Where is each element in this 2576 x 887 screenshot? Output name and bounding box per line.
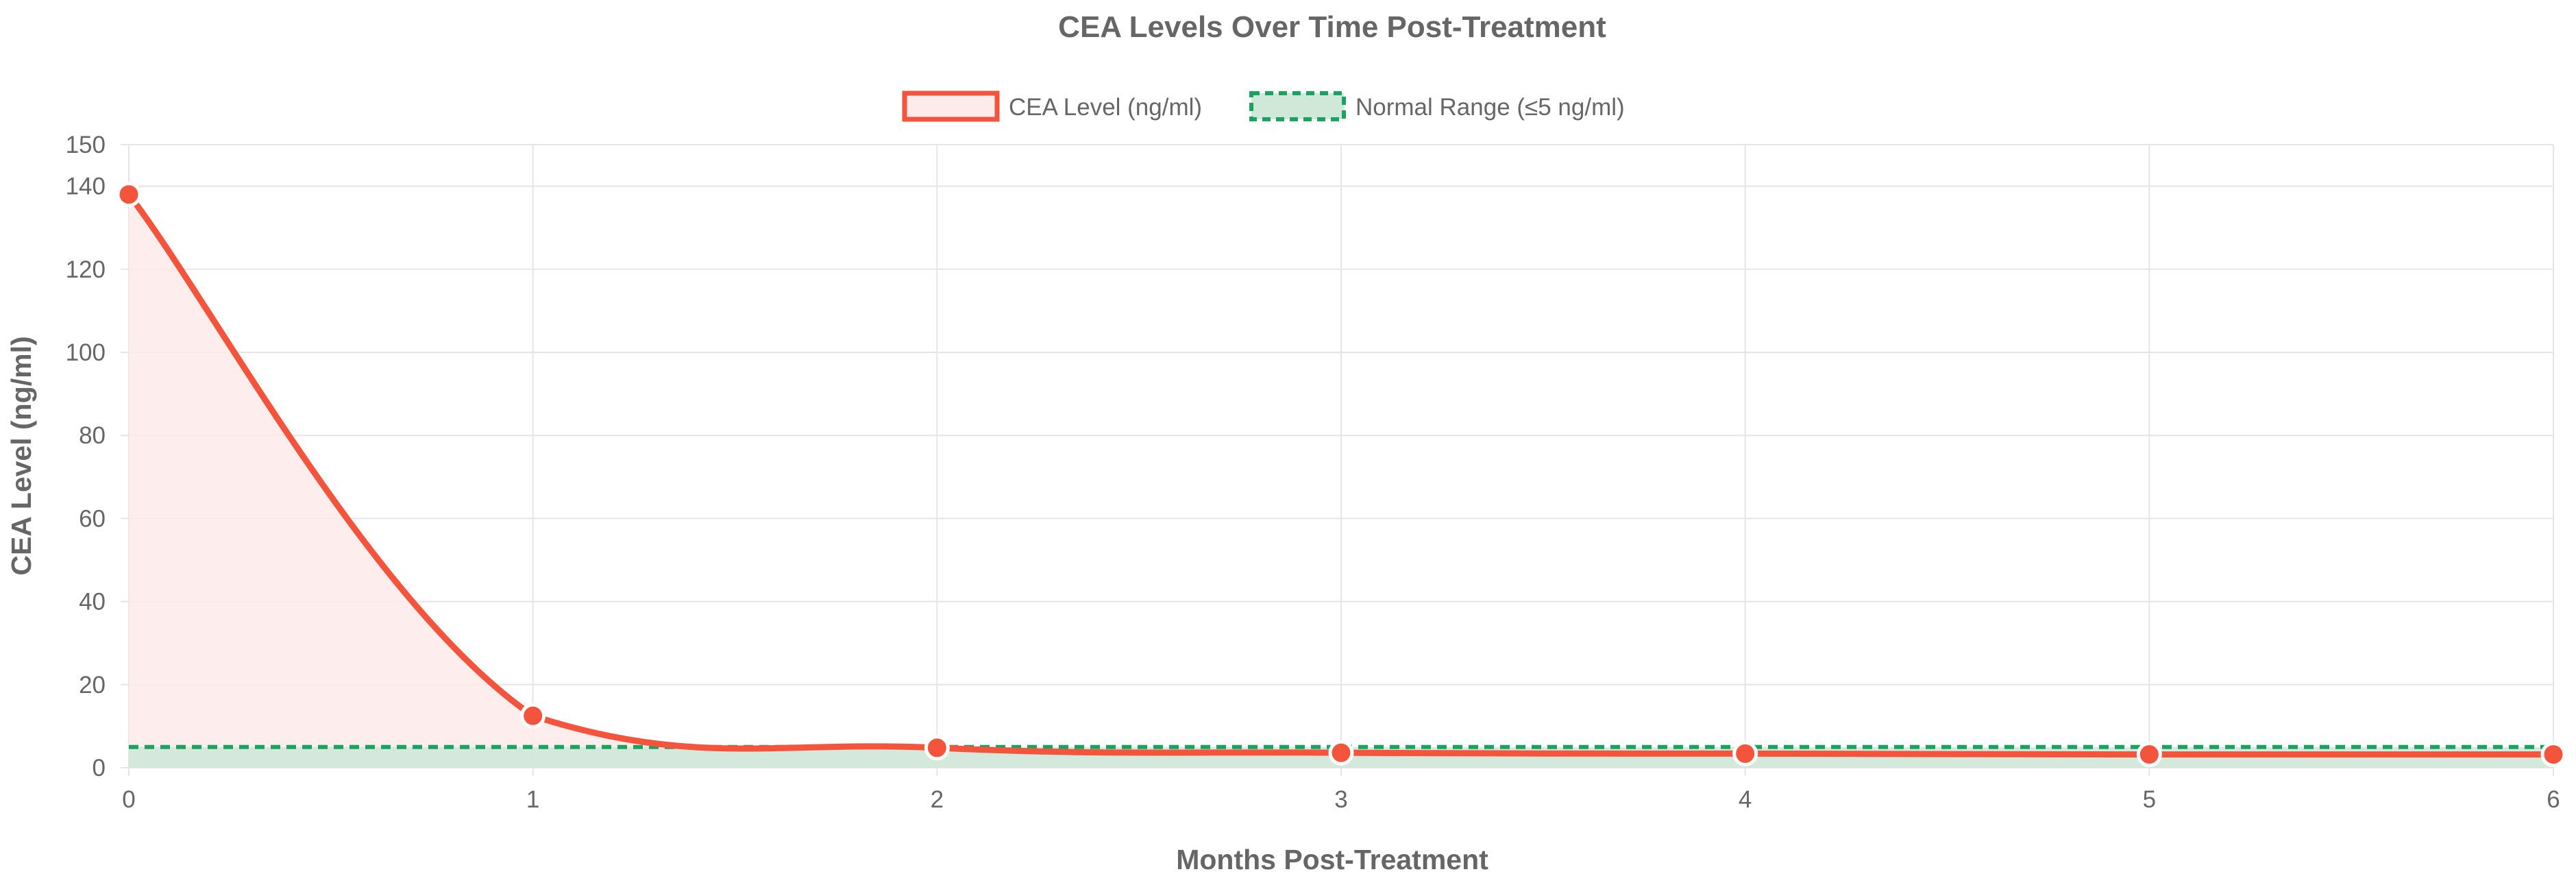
x-axis-title: Months Post-Treatment (1176, 844, 1488, 875)
x-tick-labels: 0 1 2 3 4 5 6 (122, 786, 2560, 813)
y-tick-label: 120 (66, 256, 106, 283)
chart-title: CEA Levels Over Time Post-Treatment (1058, 10, 1606, 44)
y-tick-label: 0 (93, 755, 106, 781)
data-point-cea (1732, 740, 1758, 766)
x-tick-label: 6 (2547, 786, 2560, 813)
data-point-cea (520, 703, 546, 729)
x-tick-label: 1 (526, 786, 539, 813)
data-point-cea (116, 182, 142, 208)
y-tick-label: 60 (79, 505, 106, 532)
legend: CEA Level (ng/ml) Normal Range (≤5 ng/ml… (902, 90, 1625, 122)
series-area-cea (129, 194, 2553, 768)
legend-swatch-cea (902, 90, 1000, 122)
x-tick-label: 3 (1334, 786, 1347, 813)
legend-label-cea: CEA Level (ng/ml) (1009, 94, 1202, 121)
y-tick-label: 40 (79, 589, 106, 616)
x-tick-label: 4 (1739, 786, 1752, 813)
x-tick-label: 2 (931, 786, 944, 813)
y-tick-label: 150 (66, 132, 106, 158)
data-point-cea (1328, 740, 1354, 766)
y-axis-title: CEA Level (ng/ml) (5, 336, 37, 575)
legend-label-normal-range: Normal Range (≤5 ng/ml) (1356, 94, 1625, 121)
y-tick-label: 100 (66, 339, 106, 366)
grid-layer (121, 144, 2554, 776)
legend-item-cea[interactable]: CEA Level (ng/ml) (902, 90, 1202, 122)
point-layer (116, 182, 2566, 768)
data-point-cea (924, 735, 950, 761)
y-tick-label: 20 (79, 672, 106, 698)
data-point-cea (2540, 742, 2566, 768)
data-point-cea (2136, 742, 2162, 768)
legend-item-normal-range[interactable]: Normal Range (≤5 ng/ml) (1249, 91, 1625, 121)
x-tick-label: 0 (122, 786, 135, 813)
x-tick-label: 5 (2143, 786, 2156, 813)
y-tick-label: 140 (66, 173, 106, 200)
legend-swatch-normal-range (1249, 91, 1346, 121)
y-tick-label: 80 (79, 422, 106, 449)
y-tick-labels: 0 20 40 60 80 100 120 140 150 (66, 132, 106, 781)
